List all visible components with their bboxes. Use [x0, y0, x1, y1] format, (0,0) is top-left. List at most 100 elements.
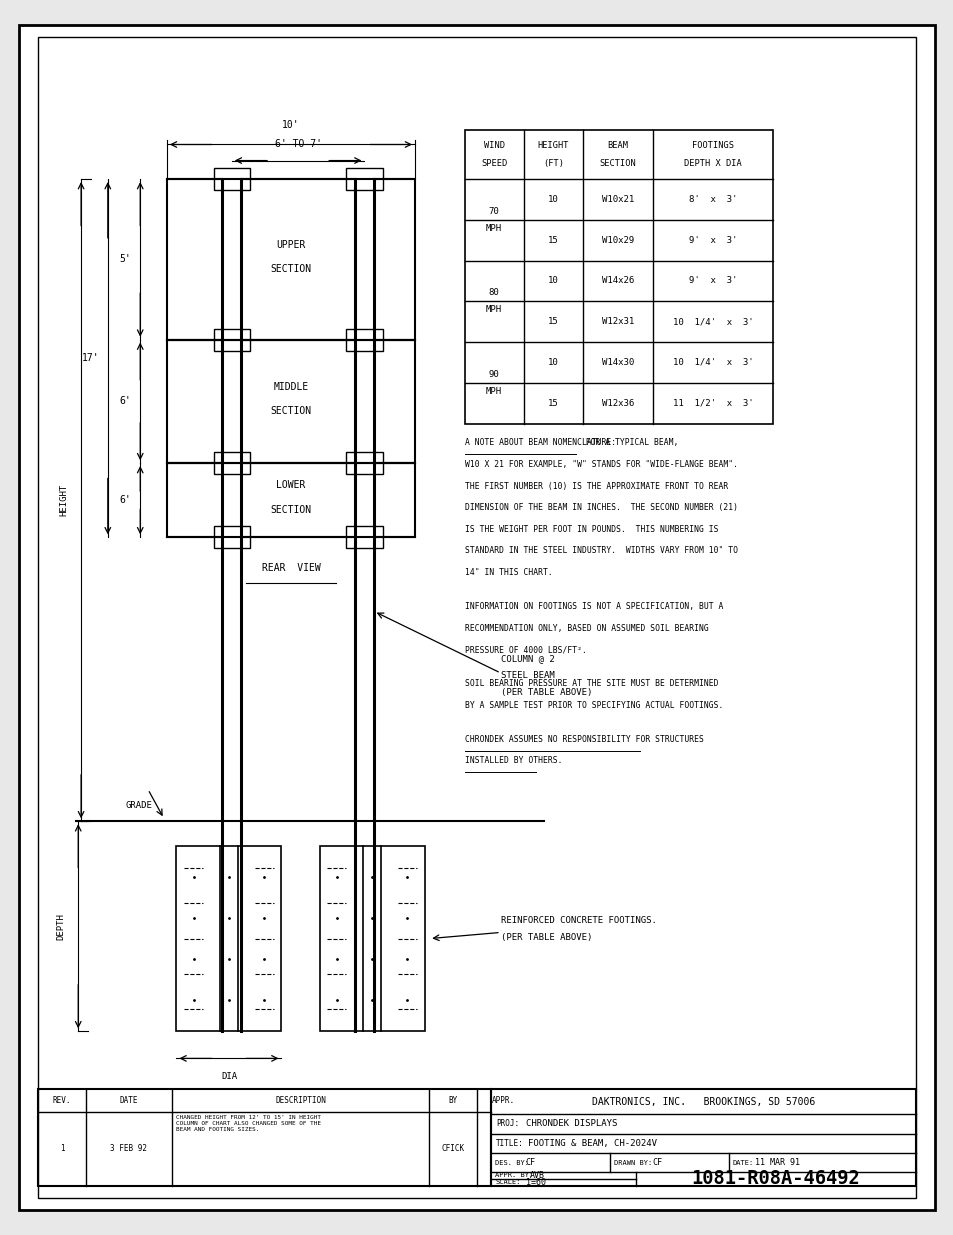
Text: INSTALLED BY OTHERS.: INSTALLED BY OTHERS.	[464, 756, 561, 766]
Text: APPR.: APPR.	[491, 1095, 515, 1105]
Text: (FT): (FT)	[542, 158, 563, 168]
Text: FOOTING & BEAM, CH-2024V: FOOTING & BEAM, CH-2024V	[527, 1139, 656, 1149]
Text: STEEL BEAM: STEEL BEAM	[500, 671, 554, 680]
Text: TITLE:: TITLE:	[496, 1139, 523, 1149]
Text: INFORMATION ON FOOTINGS IS NOT A SPECIFICATION, BUT A: INFORMATION ON FOOTINGS IS NOT A SPECIFI…	[464, 601, 722, 611]
Text: 10  1/4'  x  3': 10 1/4' x 3'	[672, 358, 753, 367]
Text: 10: 10	[547, 277, 558, 285]
Text: 17': 17'	[82, 353, 99, 363]
Text: WIND: WIND	[483, 141, 504, 151]
Text: MIDDLE: MIDDLE	[274, 382, 308, 391]
Text: IS THE WEIGHT PER FOOT IN POUNDS.  THIS NUMBERING IS: IS THE WEIGHT PER FOOT IN POUNDS. THIS N…	[464, 525, 718, 534]
Text: 1=60: 1=60	[525, 1178, 545, 1187]
Text: W14x26: W14x26	[601, 277, 634, 285]
Text: DATE: DATE	[119, 1095, 138, 1105]
Text: REINFORCED CONCRETE FOOTINGS.: REINFORCED CONCRETE FOOTINGS.	[500, 915, 656, 925]
Text: RECOMMENDATION ONLY, BASED ON ASSUMED SOIL BEARING: RECOMMENDATION ONLY, BASED ON ASSUMED SO…	[464, 624, 708, 632]
Text: DAKTRONICS, INC.   BROOKINGS, SD 57006: DAKTRONICS, INC. BROOKINGS, SD 57006	[591, 1097, 815, 1107]
Bar	[491, 1089, 915, 1186]
Text: CFICK: CFICK	[441, 1144, 464, 1153]
Text: BY A SAMPLE TEST PRIOR TO SPECIFYING ACTUAL FOOTINGS.: BY A SAMPLE TEST PRIOR TO SPECIFYING ACT…	[464, 700, 722, 710]
Text: LOWER: LOWER	[276, 480, 305, 490]
Text: DEPTH: DEPTH	[56, 913, 66, 940]
Text: CHRONDEK ASSUMES NO RESPONSIBILITY FOR STRUCTURES: CHRONDEK ASSUMES NO RESPONSIBILITY FOR S…	[464, 735, 702, 743]
Text: DIMENSION OF THE BEAM IN INCHES.  THE SECOND NUMBER (21): DIMENSION OF THE BEAM IN INCHES. THE SEC…	[464, 503, 737, 513]
Text: 15: 15	[547, 236, 558, 245]
Bar	[38, 1089, 491, 1186]
Text: 5': 5'	[119, 254, 131, 264]
Bar	[167, 463, 415, 537]
Text: DEPTH X DIA: DEPTH X DIA	[683, 158, 741, 168]
Text: FOR A TYPICAL BEAM,: FOR A TYPICAL BEAM,	[575, 438, 678, 447]
Bar	[346, 452, 382, 474]
Text: REAR  VIEW: REAR VIEW	[261, 563, 320, 573]
Text: W14x30: W14x30	[601, 358, 634, 367]
Text: 1081-R08A-46492: 1081-R08A-46492	[691, 1170, 860, 1188]
Text: PRESSURE OF 4000 LBS/FT².: PRESSURE OF 4000 LBS/FT².	[464, 645, 586, 655]
Text: W12x36: W12x36	[601, 399, 634, 408]
Text: 6' TO 7': 6' TO 7'	[274, 140, 321, 149]
Text: DESCRIPTION: DESCRIPTION	[274, 1095, 326, 1105]
Text: 6': 6'	[119, 495, 131, 505]
Text: 10  1/4'  x  3': 10 1/4' x 3'	[672, 317, 753, 326]
Text: W10 X 21 FOR EXAMPLE, "W" STANDS FOR "WIDE-FLANGE BEAM".: W10 X 21 FOR EXAMPLE, "W" STANDS FOR "WI…	[464, 459, 737, 469]
Text: CHRONDEK DISPLAYS: CHRONDEK DISPLAYS	[525, 1119, 617, 1129]
Text: FOOTINGS: FOOTINGS	[691, 141, 734, 151]
Text: 14" IN THIS CHART.: 14" IN THIS CHART.	[464, 568, 552, 577]
Text: DES. BY:: DES. BY:	[495, 1160, 529, 1166]
Text: HEIGHT: HEIGHT	[537, 141, 569, 151]
Text: 3 FEB 92: 3 FEB 92	[111, 1144, 147, 1153]
Text: SOIL BEARING PRESSURE AT THE SITE MUST BE DETERMINED: SOIL BEARING PRESSURE AT THE SITE MUST B…	[464, 679, 718, 688]
Text: 11  1/2'  x  3': 11 1/2' x 3'	[672, 399, 753, 408]
Text: CHANGED HEIGHT FROM 12' TO 15' IN HEIGHT
COLUMN OF CHART ALSO CHANGED SOME OF TH: CHANGED HEIGHT FROM 12' TO 15' IN HEIGHT…	[175, 1115, 320, 1131]
Text: STANDARD IN THE STEEL INDUSTRY.  WIDTHS VARY FROM 10" TO: STANDARD IN THE STEEL INDUSTRY. WIDTHS V…	[464, 546, 737, 556]
Text: 10: 10	[547, 195, 558, 204]
Bar	[213, 526, 250, 548]
Text: 10': 10'	[282, 120, 299, 130]
Text: COLUMN @ 2: COLUMN @ 2	[500, 653, 554, 663]
Bar	[176, 846, 281, 1031]
Text: CF: CF	[525, 1158, 535, 1167]
Text: THE FIRST NUMBER (10) IS THE APPROXIMATE FRONT TO REAR: THE FIRST NUMBER (10) IS THE APPROXIMATE…	[464, 482, 727, 490]
Text: CF: CF	[652, 1158, 661, 1167]
Text: (PER TABLE ABOVE): (PER TABLE ABOVE)	[500, 688, 592, 698]
Text: W10x21: W10x21	[601, 195, 634, 204]
Bar	[346, 168, 382, 190]
Text: 11 MAR 91: 11 MAR 91	[754, 1158, 799, 1167]
Text: 6': 6'	[119, 396, 131, 406]
Bar	[213, 452, 250, 474]
Text: SECTION: SECTION	[270, 264, 312, 274]
Bar	[464, 130, 772, 424]
Text: A NOTE ABOUT BEAM NOMENCLATURE:: A NOTE ABOUT BEAM NOMENCLATURE:	[464, 438, 615, 447]
Text: 8'  x  3': 8' x 3'	[688, 195, 737, 204]
Text: 10: 10	[547, 358, 558, 367]
Text: MPH: MPH	[486, 305, 501, 315]
Text: BEAM: BEAM	[607, 141, 628, 151]
Text: 1: 1	[60, 1144, 64, 1153]
Bar	[346, 329, 382, 351]
Text: DRAWN BY:: DRAWN BY:	[614, 1160, 652, 1166]
Text: HEIGHT: HEIGHT	[59, 484, 69, 516]
Text: (PER TABLE ABOVE): (PER TABLE ABOVE)	[500, 932, 592, 942]
Text: 70: 70	[488, 206, 499, 216]
Bar	[167, 179, 415, 340]
Text: 9'  x  3': 9' x 3'	[688, 277, 737, 285]
Text: MPH: MPH	[486, 387, 501, 396]
Text: APPR. BY:: APPR. BY:	[495, 1172, 533, 1178]
Bar	[346, 526, 382, 548]
Text: DIA: DIA	[221, 1072, 236, 1082]
Text: SECTION: SECTION	[270, 406, 312, 416]
Text: 80: 80	[488, 288, 499, 298]
Text: DATE:: DATE:	[732, 1160, 753, 1166]
Text: SPEED: SPEED	[480, 158, 507, 168]
Bar	[213, 329, 250, 351]
Text: UPPER: UPPER	[276, 240, 305, 249]
Text: SCALE:: SCALE:	[495, 1179, 520, 1186]
Text: W10x29: W10x29	[601, 236, 634, 245]
Text: W12x31: W12x31	[601, 317, 634, 326]
Bar	[167, 340, 415, 463]
Text: 15: 15	[547, 399, 558, 408]
Text: BY: BY	[448, 1095, 457, 1105]
Text: GRADE: GRADE	[126, 800, 152, 810]
Text: 15: 15	[547, 317, 558, 326]
